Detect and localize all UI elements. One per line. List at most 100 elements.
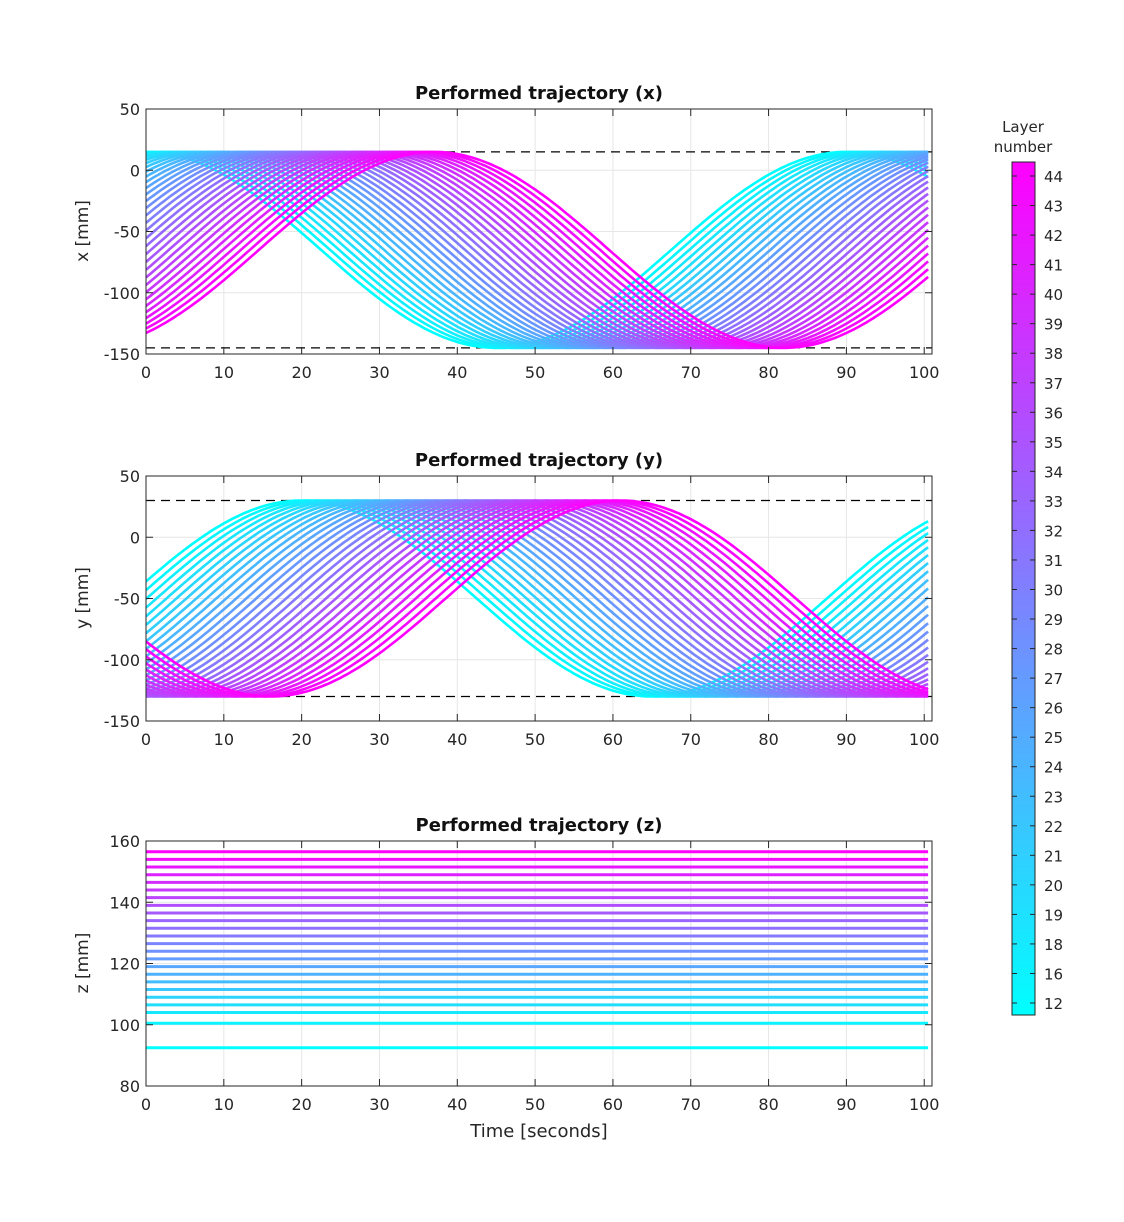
colorbar-tick-label: 43 bbox=[1044, 198, 1063, 216]
layer-trajectory bbox=[146, 150, 929, 350]
x-tick-label: 70 bbox=[681, 1095, 701, 1114]
x-tick-label: 60 bbox=[603, 1095, 623, 1114]
colorbar-tick-label: 44 bbox=[1044, 168, 1063, 186]
x-tick-label: 40 bbox=[447, 1095, 467, 1114]
layer-trajectory bbox=[146, 150, 929, 350]
x-tick-label: 40 bbox=[447, 363, 467, 382]
chart-title-z: Performed trajectory (z) bbox=[416, 815, 663, 836]
panel-z-trajectory: 0 10 20 30 40 50 60 70 80 90 100 80 100 120 140 160 Per… bbox=[73, 815, 939, 1142]
layer-trajectory bbox=[146, 499, 929, 698]
colorbar-tick-label: 41 bbox=[1044, 257, 1063, 275]
x-tick-label: 80 bbox=[758, 1095, 778, 1114]
colorbar-label-line1: Layer bbox=[1002, 118, 1045, 136]
layer-trajectory bbox=[146, 499, 929, 698]
layer-trajectory bbox=[146, 499, 929, 698]
x-tick-label: 20 bbox=[291, 363, 311, 382]
x-tick-label: 50 bbox=[525, 730, 545, 749]
layer-trajectory bbox=[146, 499, 929, 698]
colorbar-tick-label: 33 bbox=[1044, 493, 1063, 511]
x-tick-label: 90 bbox=[836, 363, 856, 382]
series-x bbox=[146, 150, 929, 350]
ticks-z: 0 10 20 30 40 50 60 70 80 90 100 80 100 120 140 160 bbox=[109, 832, 939, 1114]
colorbar-tick-label: 16 bbox=[1044, 965, 1063, 983]
colorbar-tick-label: 36 bbox=[1044, 404, 1063, 422]
colorbar-tick-label: 19 bbox=[1044, 906, 1063, 924]
layer-trajectory bbox=[146, 150, 929, 350]
x-tick-label: 70 bbox=[681, 730, 701, 749]
colorbar-tick-label: 25 bbox=[1044, 729, 1063, 747]
y-axis-label-y: y [mm] bbox=[73, 567, 93, 629]
layer-trajectory bbox=[146, 150, 929, 350]
colorbar-tick-label: 30 bbox=[1044, 582, 1063, 600]
colorbar-tick-label: 28 bbox=[1044, 641, 1063, 659]
y-tick-label: -150 bbox=[104, 345, 140, 364]
layer-trajectory bbox=[146, 499, 929, 698]
layer-trajectory bbox=[146, 499, 929, 698]
x-tick-label: 30 bbox=[369, 730, 389, 749]
x-tick-label: 30 bbox=[369, 1095, 389, 1114]
x-tick-label: 10 bbox=[214, 363, 234, 382]
colorbar-tick-label: 12 bbox=[1044, 995, 1063, 1013]
layer-trajectory bbox=[146, 150, 929, 350]
x-tick-label: 90 bbox=[836, 730, 856, 749]
x-tick-label: 50 bbox=[525, 363, 545, 382]
colorbar-tick-label: 37 bbox=[1044, 375, 1063, 393]
x-tick-label: 40 bbox=[447, 730, 467, 749]
colorbar-tick-label: 18 bbox=[1044, 936, 1063, 954]
y-tick-label: 0 bbox=[130, 161, 140, 180]
y-tick-label: 100 bbox=[109, 1016, 140, 1035]
layer-trajectory bbox=[146, 150, 929, 350]
y-tick-label: 50 bbox=[120, 100, 140, 119]
y-tick-label: -100 bbox=[104, 284, 140, 303]
x-tick-label: 60 bbox=[603, 730, 623, 749]
chart-title-y: Performed trajectory (y) bbox=[415, 450, 663, 471]
layer-trajectory bbox=[146, 150, 929, 350]
layer-trajectory bbox=[146, 150, 929, 350]
layer-trajectory bbox=[146, 150, 929, 350]
colorbar-tick-label: 26 bbox=[1044, 700, 1063, 718]
colorbar-tick-label: 21 bbox=[1044, 847, 1063, 865]
y-tick-label: 140 bbox=[109, 893, 140, 912]
x-tick-label: 0 bbox=[141, 1095, 151, 1114]
x-tick-label: 20 bbox=[291, 730, 311, 749]
layer-trajectory bbox=[146, 150, 929, 350]
colorbar-tick-label: 22 bbox=[1044, 818, 1063, 836]
series-z bbox=[146, 850, 929, 1050]
colorbar-tick-label: 35 bbox=[1044, 434, 1063, 452]
ticks-x: 0 10 20 30 40 50 60 70 80 90 100 -150 -100 -50 0 50 bbox=[104, 100, 940, 382]
colorbar-tick-label: 40 bbox=[1044, 286, 1063, 304]
y-tick-label: 50 bbox=[120, 467, 140, 486]
colorbar-ticks: 44 43 42 41 40 39 38 37 36 35 34 33 32 31 30 29 28 27 26 25… bbox=[1012, 168, 1063, 1013]
x-tick-label: 100 bbox=[909, 1095, 940, 1114]
x-tick-label: 60 bbox=[603, 363, 623, 382]
layer-trajectory bbox=[146, 150, 929, 350]
colorbar-tick-label: 31 bbox=[1044, 552, 1063, 570]
colorbar-gradient bbox=[1011, 161, 1036, 1016]
colorbar-tick-label: 20 bbox=[1044, 877, 1063, 895]
x-tick-label: 80 bbox=[758, 363, 778, 382]
colorbar-tick-label: 27 bbox=[1044, 670, 1063, 688]
layer-trajectory bbox=[146, 150, 929, 350]
panel-x-trajectory: 0 10 20 30 40 50 60 70 80 90 100 -150 -100 -50 0 50 Per… bbox=[73, 83, 939, 382]
layer-trajectory bbox=[146, 499, 929, 698]
x-tick-label: 10 bbox=[214, 1095, 234, 1114]
x-tick-label: 0 bbox=[141, 730, 151, 749]
layer-trajectory bbox=[146, 150, 929, 350]
x-tick-label: 50 bbox=[525, 1095, 545, 1114]
y-tick-label: -150 bbox=[104, 712, 140, 731]
y-tick-label: -50 bbox=[114, 590, 140, 609]
colorbar-tick-label: 24 bbox=[1044, 759, 1063, 777]
x-tick-label: 10 bbox=[214, 730, 234, 749]
layer-trajectory bbox=[146, 499, 929, 698]
colorbar-tick-label: 29 bbox=[1044, 611, 1063, 629]
y-tick-label: -100 bbox=[104, 651, 140, 670]
layer-trajectory bbox=[146, 499, 929, 698]
layer-trajectory bbox=[146, 499, 929, 698]
colorbar-tick-label: 39 bbox=[1044, 316, 1063, 334]
x-tick-label: 100 bbox=[909, 730, 940, 749]
colorbar-label-line2: number bbox=[994, 138, 1053, 156]
layer-trajectory bbox=[146, 499, 929, 698]
series-y bbox=[146, 499, 929, 698]
layer-trajectory bbox=[146, 499, 929, 698]
